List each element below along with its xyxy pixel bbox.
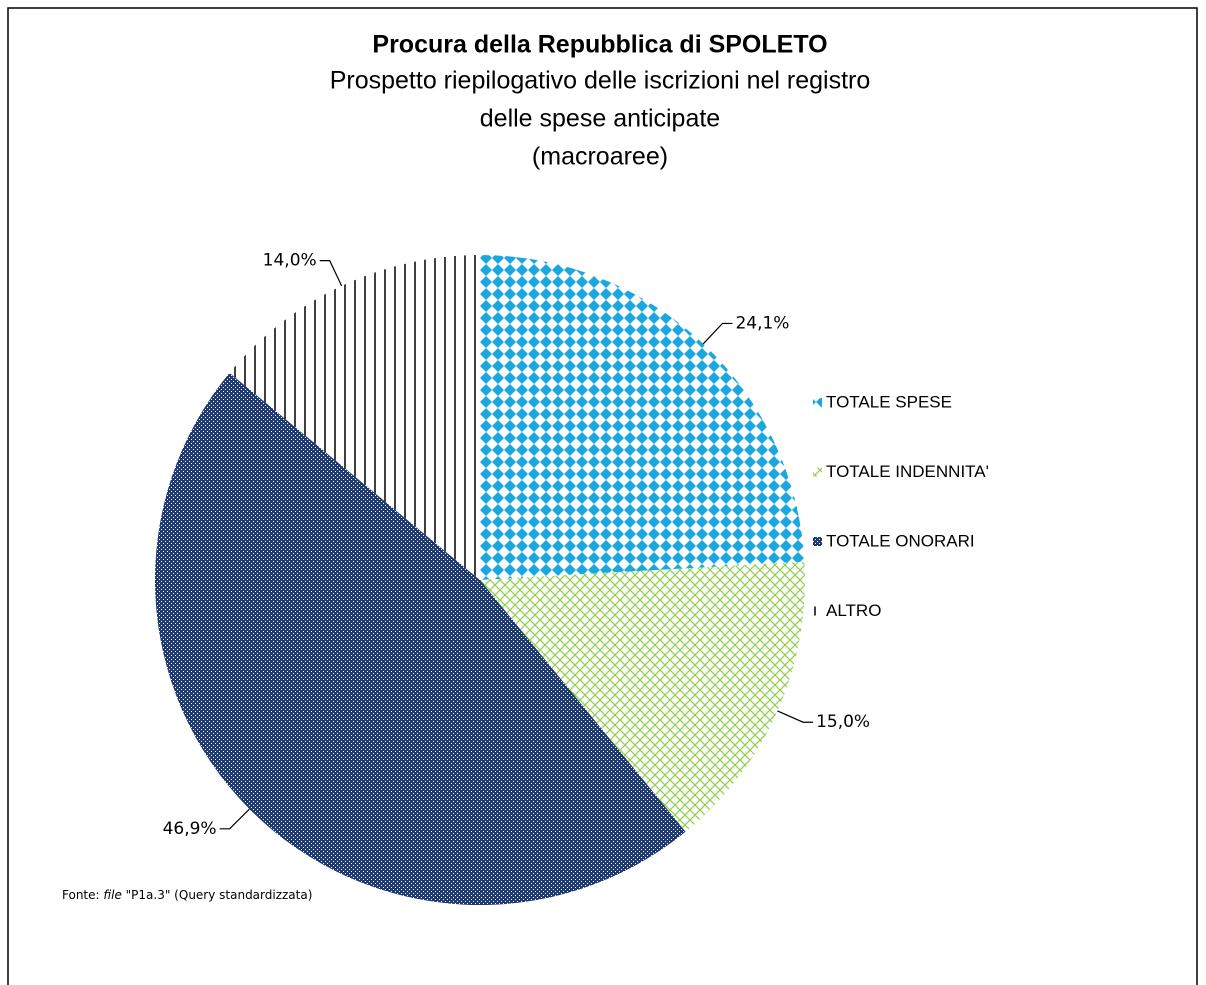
pie-slice: [480, 561, 805, 832]
leader-line: [702, 322, 733, 345]
pie-slice: [480, 255, 805, 580]
source-note: Fonte: file "P1a.3" (Query standardizzat…: [62, 888, 312, 902]
chart-subtitle: Prospetto riepilogativo delle iscrizioni…: [330, 67, 871, 95]
legend-label: ALTRO: [826, 601, 881, 620]
note-part: Fonte:: [62, 888, 103, 902]
data-label: 46,9%: [163, 819, 217, 839]
chart-subtitle: (macroaree): [532, 143, 668, 171]
legend-swatch: [813, 467, 822, 477]
legend-swatch: [813, 537, 822, 546]
data-label: 14,0%: [263, 251, 317, 271]
pie-slice: [229, 255, 480, 580]
leader-line: [319, 259, 343, 287]
pie-slice: [155, 372, 686, 906]
data-label: 24,1%: [735, 313, 789, 333]
chart-title: Procura della Repubblica di SPOLETO: [372, 31, 827, 59]
note-part: "P1a.3" (Query standardizzata): [122, 888, 313, 902]
data-label: 15,0%: [816, 712, 870, 732]
frame: [7, 7, 1198, 985]
legend-swatch: [813, 606, 822, 616]
legend-label: TOTALE SPESE: [826, 392, 952, 411]
legend-swatch: [813, 398, 822, 407]
chart-subtitle: delle spese anticipate: [480, 105, 720, 133]
leader-line: [777, 710, 814, 723]
legend-label: TOTALE INDENNITA': [826, 462, 989, 481]
leader-line: [219, 808, 250, 830]
legend-label: TOTALE ONORARI: [826, 531, 975, 550]
note-part: file: [103, 888, 121, 902]
